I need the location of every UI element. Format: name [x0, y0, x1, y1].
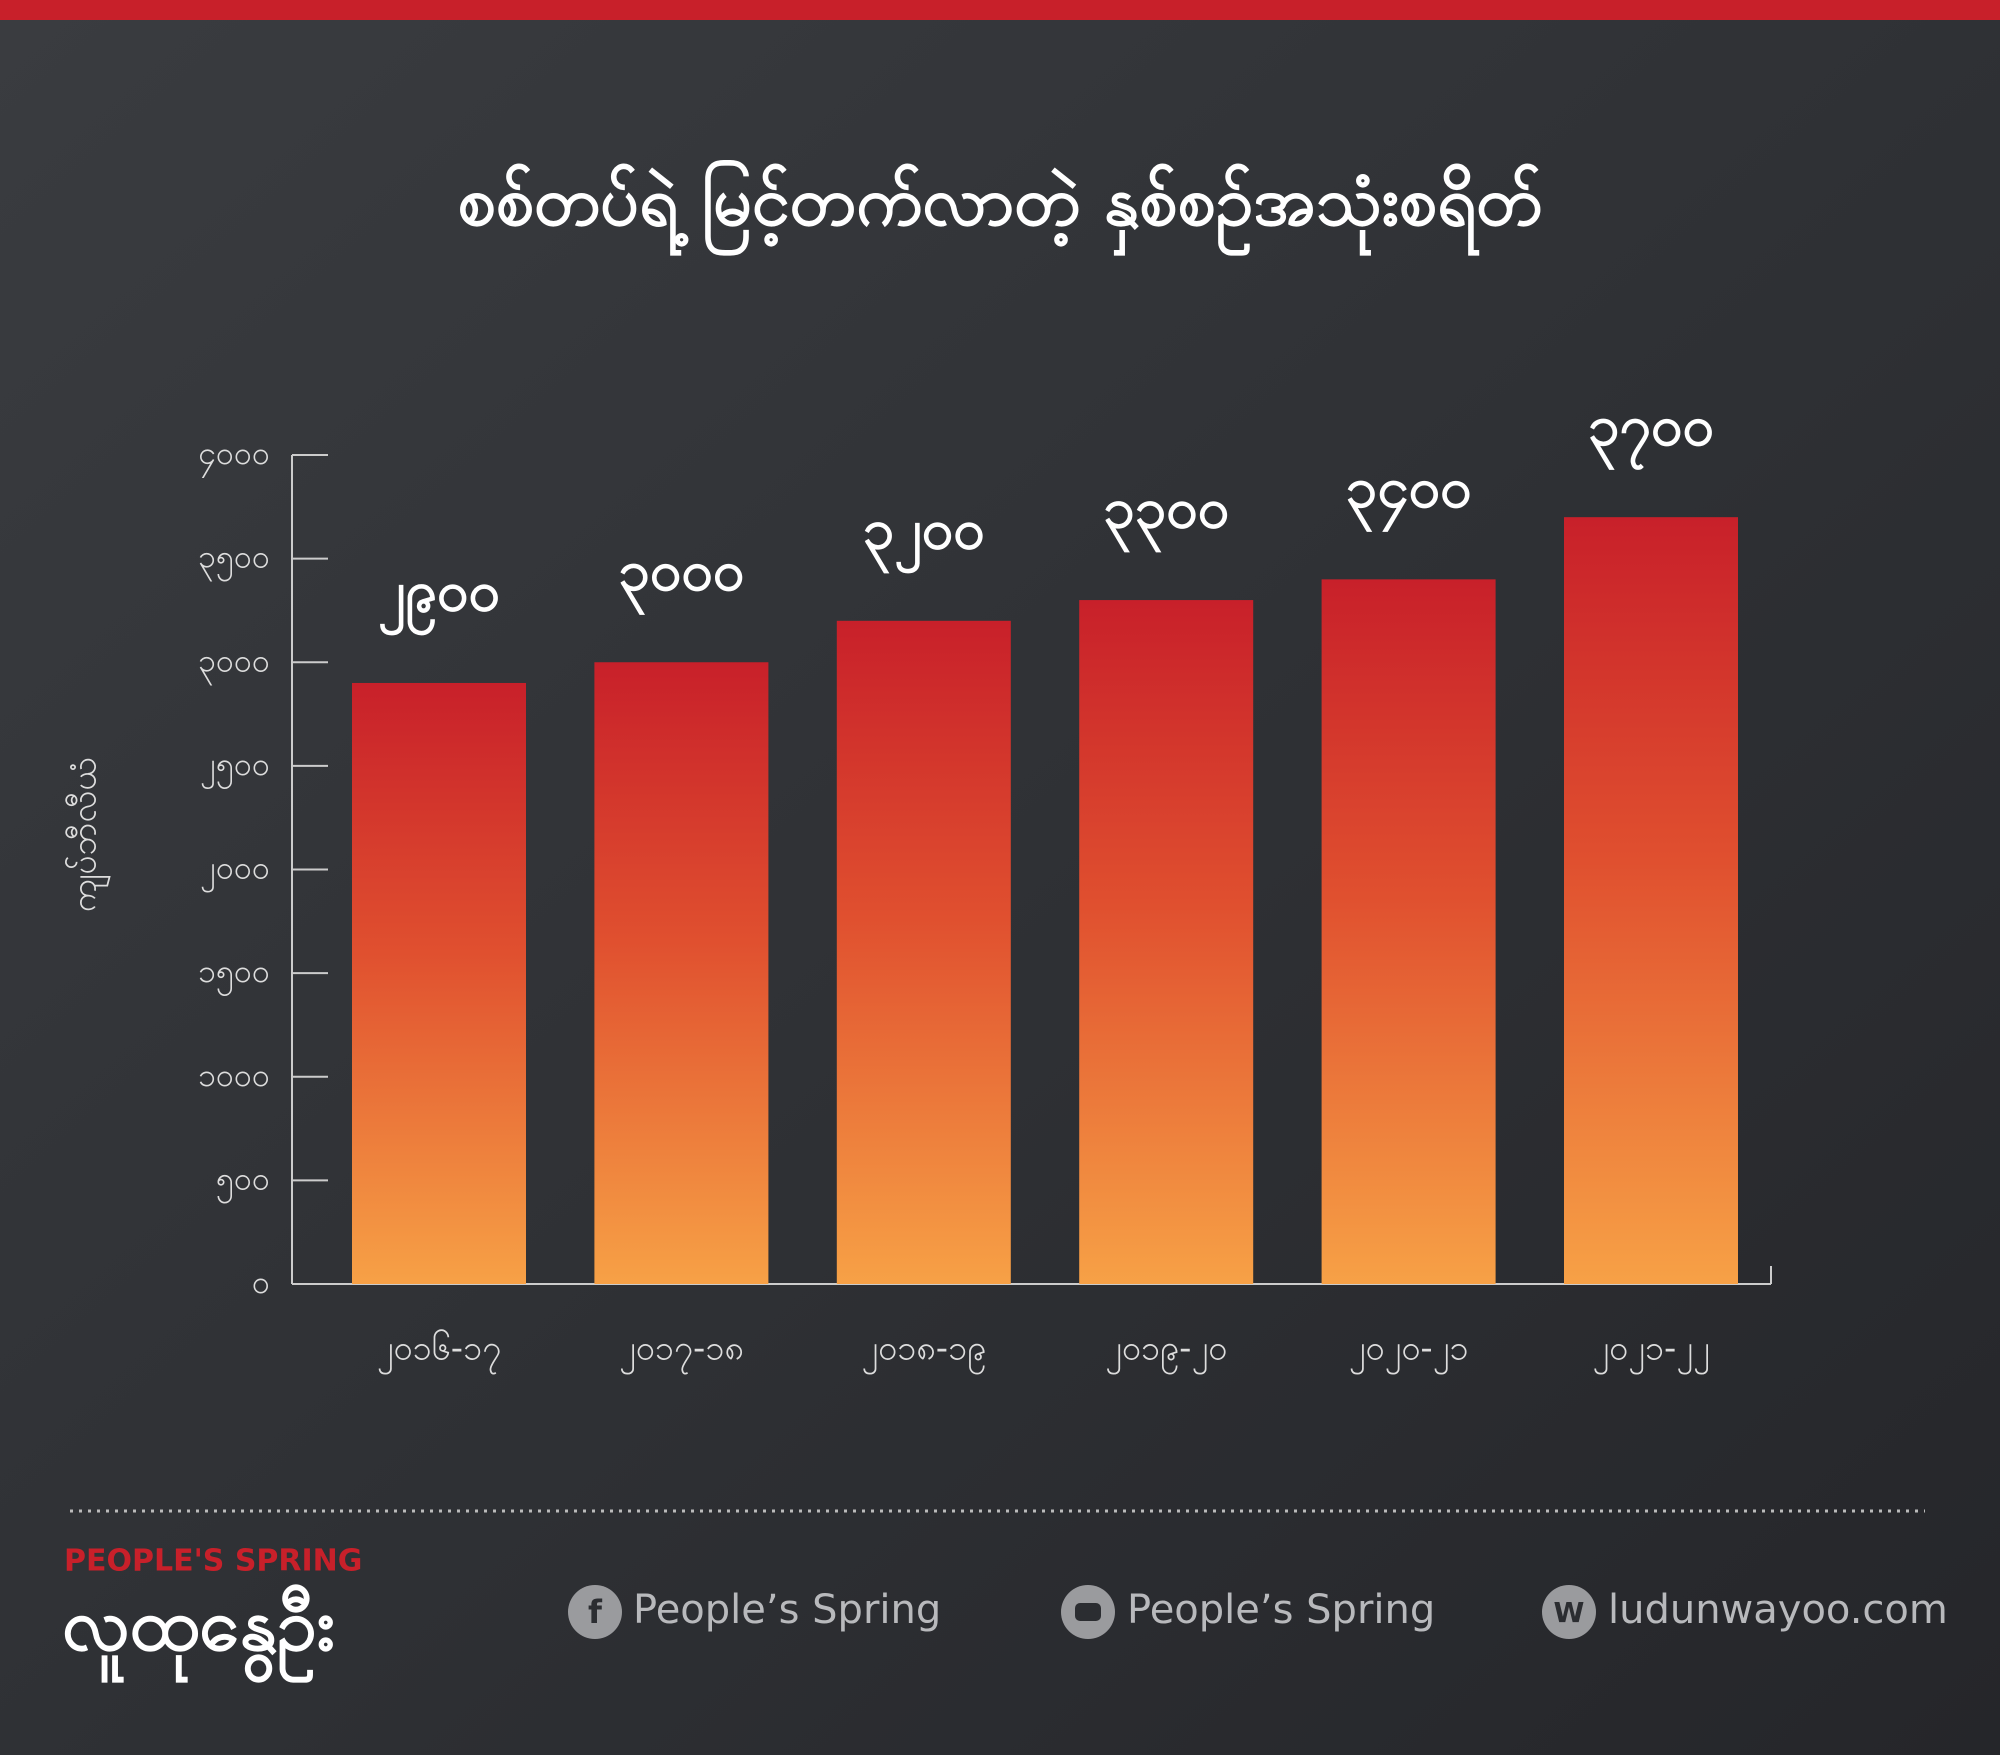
value-label: ၃၄၀၀: [1346, 455, 1472, 531]
website-icon: [1542, 1585, 1596, 1639]
y-tick-label: ၁၀၀၀: [198, 1056, 270, 1094]
y-tick-label: ၁၅၀၀: [198, 952, 270, 996]
bar: [352, 682, 526, 1284]
value-label: ၃၃၀၀: [1103, 476, 1229, 552]
youtube-glyph: [1075, 1603, 1101, 1621]
bar: [1079, 600, 1254, 1284]
bar: [1321, 579, 1496, 1284]
bar: [594, 662, 769, 1284]
y-tick-label: ၄၀၀၀: [198, 434, 270, 478]
brand-mm: လူထုနွေဦး: [62, 1583, 335, 1683]
x-tick-label: ၂၀၂၀-၂၁: [1349, 1329, 1469, 1375]
y-tick-label: ၃၅၀၀: [198, 538, 270, 582]
facebook-link[interactable]: People’s Spring: [633, 1587, 941, 1633]
y-tick-label: ၂၀၀၀: [200, 849, 270, 893]
value-label: ၃၂၀၀: [863, 497, 985, 573]
top-stripe: [0, 0, 2000, 20]
chart-title: စစ်တပ်ရဲ့ မြင့်တက်လာတဲ့ နှစ်စဉ်အသုံးစရိတ…: [458, 158, 1543, 257]
x-tick-label: ၂၀၁၈-၁၉: [861, 1329, 986, 1375]
y-tick-label: ၀: [252, 1263, 270, 1301]
value-label: ၃၀၀၀: [618, 538, 744, 614]
youtube-link[interactable]: People’s Spring: [1127, 1587, 1435, 1633]
value-label: ၂၉၀၀: [378, 559, 500, 635]
website-glyph: W: [1554, 1596, 1585, 1629]
x-tick-label: ၂၀၁၆-၁၇: [377, 1329, 502, 1375]
website-link[interactable]: ludunwayoo.com: [1608, 1587, 1948, 1633]
x-tick-label: ၂၀၁၉-၂၀: [1105, 1329, 1227, 1375]
brand-en: PEOPLE'S SPRING: [64, 1544, 362, 1579]
bar: [836, 620, 1011, 1284]
bar: [1564, 517, 1738, 1284]
y-axis-label: ကျပ်ဘီလီယံ: [65, 758, 111, 913]
y-tick-label: ၂၅၀၀: [200, 745, 270, 789]
facebook-icon: [568, 1585, 622, 1639]
value-label: ၃၇၀၀: [1588, 393, 1714, 469]
x-tick-label: ၂၀၂၁-၂၂: [1592, 1329, 1709, 1375]
y-tick-label: ၅၀၀: [216, 1159, 270, 1203]
y-tick-label: ၃၀၀၀: [198, 641, 270, 685]
facebook-glyph: f: [588, 1593, 603, 1631]
x-tick-label: ၂၀၁၇-၁၈: [619, 1329, 744, 1375]
